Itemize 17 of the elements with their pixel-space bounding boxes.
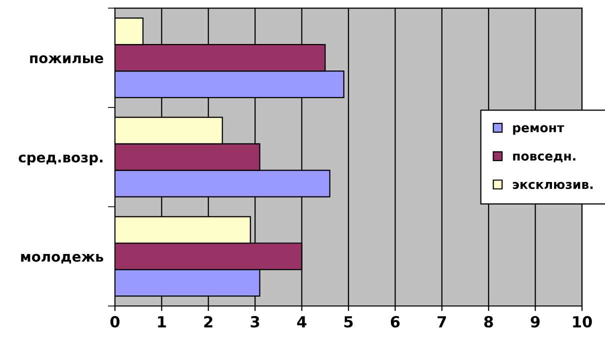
x-tick-label: 10 <box>573 316 592 328</box>
legend-label: повседн. <box>513 154 576 162</box>
legend-label: эксклюзив. <box>512 182 593 190</box>
x-tick-label: 5 <box>344 316 353 328</box>
x-tick-label: 9 <box>530 316 540 328</box>
x-tick-label: 8 <box>484 316 493 328</box>
y-tick-label: пожилые <box>30 55 104 64</box>
x-tick-label: 6 <box>390 316 400 328</box>
x-tick-label: 0 <box>110 316 120 328</box>
y-tick-label: сред.возр. <box>18 154 102 166</box>
x-tick-label: 3 <box>250 316 260 328</box>
x-tick-label: 4 <box>297 316 306 328</box>
y-tick-label: молодежь <box>21 254 104 264</box>
legend-label: ремонт <box>513 125 564 135</box>
x-tick-label: 7 <box>438 316 446 328</box>
x-tick-label: 2 <box>204 316 212 328</box>
x-tick-label: 1 <box>158 316 166 328</box>
